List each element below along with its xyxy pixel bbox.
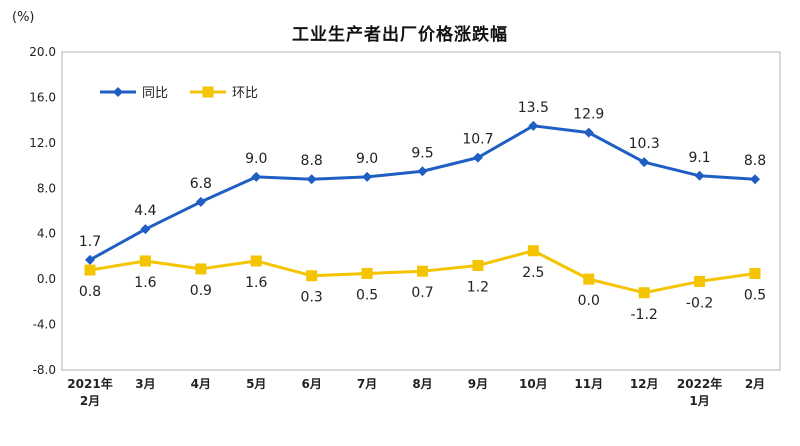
y-tick-label: 4.0 <box>37 227 56 241</box>
data-point-mom <box>417 265 428 277</box>
y-tick-label: -8.0 <box>33 363 56 377</box>
y-tick-label: 20.0 <box>29 45 56 59</box>
data-point-yoy <box>694 170 705 181</box>
data-label-mom: -0.2 <box>686 295 713 311</box>
series-group <box>84 120 761 299</box>
data-point-mom <box>84 264 96 276</box>
data-point-yoy <box>140 224 151 235</box>
data-label-yoy: 9.1 <box>688 150 710 166</box>
data-label-mom: 1.2 <box>467 280 489 296</box>
data-point-mom <box>195 263 207 275</box>
data-label-yoy: 1.7 <box>79 234 101 250</box>
data-label-mom: 2.5 <box>522 265 544 281</box>
data-label-mom: -1.2 <box>631 307 658 323</box>
x-tick-label: 11月 <box>574 377 603 391</box>
data-point-yoy <box>639 157 650 168</box>
x-tick-label: 3月 <box>135 377 155 391</box>
legend-marker-yoy <box>113 87 123 97</box>
legend-label-mom: 环比 <box>232 86 258 101</box>
data-label-yoy: 6.8 <box>190 176 212 192</box>
data-point-yoy <box>306 174 317 185</box>
data-label-yoy: 12.9 <box>573 107 604 123</box>
data-point-mom <box>583 273 595 285</box>
x-tick-label: 2021年 <box>67 376 112 391</box>
legend-marker-mom <box>202 86 214 98</box>
data-label-mom: 0.5 <box>356 287 378 303</box>
data-label-mom: 0.3 <box>301 290 323 306</box>
data-label-mom: 0.8 <box>79 284 101 300</box>
x-tick-label: 2月 <box>80 394 100 408</box>
x-tick-label: 1月 <box>689 394 709 408</box>
x-tick-label: 9月 <box>468 377 488 391</box>
data-point-yoy <box>85 254 95 265</box>
x-axis: 2021年 2月 3月 4月 5月 6月 7月 8月 9月 10月 11月 12月 2022年 1月 2月 <box>67 376 765 408</box>
data-label-yoy: 10.7 <box>462 132 493 148</box>
y-tick-label: 0.0 <box>37 272 56 286</box>
data-label-mom: 1.6 <box>134 275 156 291</box>
data-label-mom: 1.6 <box>245 275 267 291</box>
x-tick-label: 2022年 <box>677 376 722 391</box>
x-tick-label: 5月 <box>246 377 266 391</box>
x-tick-label: 2月 <box>745 377 765 391</box>
data-label-mom: 0.0 <box>578 293 600 309</box>
data-point-mom <box>250 255 262 267</box>
y-tick-label: -4.0 <box>33 318 56 332</box>
data-label-yoy: 4.4 <box>134 203 156 219</box>
y-tick-label: 12.0 <box>29 136 56 150</box>
y-tick-label: 8.0 <box>37 181 56 195</box>
plot-area <box>61 51 781 371</box>
data-point-mom <box>139 255 151 267</box>
data-point-yoy <box>362 171 373 182</box>
data-point-yoy <box>528 120 539 131</box>
data-point-yoy <box>750 174 760 185</box>
data-point-yoy <box>472 152 483 163</box>
x-tick-label: 10月 <box>519 377 548 391</box>
chart-title: 工业生产者出厂价格涨跌幅 <box>292 25 508 45</box>
data-label-mom: 0.5 <box>744 287 766 303</box>
data-label-yoy: 9.0 <box>245 151 267 167</box>
data-point-mom <box>306 270 318 282</box>
data-label-yoy: 9.5 <box>411 145 433 161</box>
data-point-mom <box>638 287 650 299</box>
data-label-yoy: 8.8 <box>744 153 766 169</box>
data-point-mom <box>694 275 706 287</box>
data-point-mom <box>472 260 484 272</box>
data-point-yoy <box>583 127 594 138</box>
data-point-mom <box>361 267 373 279</box>
y-tick-label: 16.0 <box>29 90 56 104</box>
data-label-yoy: 8.8 <box>301 153 323 169</box>
x-tick-label: 12月 <box>630 377 659 391</box>
x-tick-label: 7月 <box>357 377 377 391</box>
x-tick-label: 6月 <box>301 377 321 391</box>
data-label-yoy: 10.3 <box>629 136 660 152</box>
data-label-mom: 0.7 <box>411 285 433 301</box>
data-labels: 1.7 4.4 6.8 9.0 8.8 9.0 9.5 10.7 13.5 12.9 10.3 9.1… <box>79 100 766 323</box>
x-tick-label: 4月 <box>191 377 211 391</box>
y-axis: 20.0 16.0 12.0 8.0 4.0 0.0 -4.0 -8.0 <box>29 45 56 377</box>
data-label-yoy: 13.5 <box>518 100 549 116</box>
data-label-yoy: 9.0 <box>356 151 378 167</box>
legend: 同比 环比 <box>100 86 258 101</box>
data-point-yoy <box>251 171 262 182</box>
data-point-yoy <box>417 166 428 177</box>
data-point-yoy <box>195 196 206 207</box>
legend-label-yoy: 同比 <box>142 86 168 101</box>
x-tick-label: 8月 <box>412 377 432 391</box>
data-point-mom <box>527 245 539 257</box>
y-axis-unit-label: (%) <box>12 10 35 25</box>
data-point-mom <box>749 267 761 279</box>
data-label-mom: 0.9 <box>190 283 212 299</box>
